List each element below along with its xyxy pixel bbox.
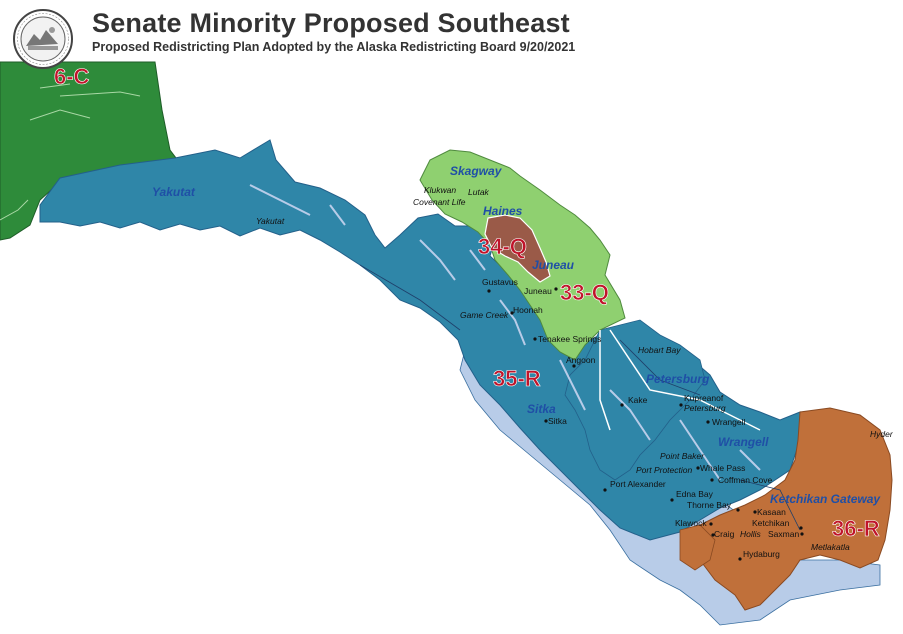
region-label-ketchikan-gateway: Ketchikan Gateway [770, 492, 881, 506]
place-hydaburg: Hydaburg [743, 549, 780, 559]
region-label-juneau: Juneau [532, 258, 575, 272]
place-dot [738, 557, 742, 561]
region-label-haines: Haines [483, 204, 523, 218]
place-craig: Craig [714, 529, 735, 539]
place-covenant-life: Covenant Life [413, 197, 466, 207]
place-klawock: Klawock [675, 518, 707, 528]
district-label-36r: 36-R [832, 516, 880, 541]
place-dot [620, 403, 624, 407]
place-ketchikan: Ketchikan [752, 518, 790, 528]
place-saxman: Saxman [768, 529, 799, 539]
place-dot [800, 532, 804, 536]
region-label-yakutat: Yakutat [152, 185, 196, 199]
place-juneau: Juneau [524, 286, 552, 296]
place-dot [670, 498, 674, 502]
district-36r-island [679, 524, 716, 571]
place-coffman-cove: Coffman Cove [718, 475, 772, 485]
place-game-creek: Game Creek [460, 310, 509, 320]
place-port-alexander: Port Alexander [610, 479, 666, 489]
place-dot [710, 478, 714, 482]
place-kake: Kake [628, 395, 648, 405]
district-34q-area [484, 214, 551, 283]
place-klukwan: Klukwan [424, 185, 456, 195]
district-label-33q: 33-Q [560, 280, 609, 305]
place-whale-pass: Whale Pass [700, 463, 745, 473]
place-dot [709, 522, 713, 526]
district-label-35r: 35-R [493, 366, 541, 391]
place-dot [706, 420, 710, 424]
place-yakutat: Yakutat [256, 216, 285, 226]
place-dot [572, 364, 576, 368]
place-edna-bay: Edna Bay [676, 489, 714, 499]
place-petersburg: Petersburg [684, 403, 726, 413]
region-label-sitka: Sitka [527, 402, 556, 416]
place-dot [603, 488, 607, 492]
place-dot [799, 526, 803, 530]
place-gustavus: Gustavus [482, 277, 518, 287]
place-dot [736, 508, 740, 512]
state-seal-icon [13, 9, 73, 69]
district-label-6c: 6-C [54, 64, 90, 89]
place-hyder: Hyder [870, 429, 894, 439]
place-wrangell: Wrangell [712, 417, 745, 427]
place-kasaan: Kasaan [757, 507, 786, 517]
place-point-baker: Point Baker [660, 451, 705, 461]
page-subtitle: Proposed Redistricting Plan Adopted by t… [92, 40, 576, 54]
place-port-protection: Port Protection [636, 465, 692, 475]
place-dot [533, 337, 537, 341]
river-line [0, 83, 141, 221]
place-hobart-bay: Hobart Bay [638, 345, 681, 355]
place-dot [696, 466, 700, 470]
place-sitka: Sitka [548, 416, 567, 426]
place-dot [487, 289, 491, 293]
place-tenakee-springs: Tenakee Springs [538, 334, 601, 344]
page-title: Senate Minority Proposed Southeast [92, 8, 570, 38]
place-angoon: Angoon [566, 355, 596, 365]
place-dot [711, 533, 715, 537]
place-dot [510, 311, 514, 315]
district-boundaries-dark [359, 264, 801, 531]
place-hollis: Hollis [740, 529, 762, 539]
region-label-petersburg: Petersburg [646, 372, 710, 386]
inlet-lines [249, 184, 761, 481]
region-label-wrangell: Wrangell [718, 435, 769, 449]
place-thorne-bay: Thorne Bay [687, 500, 732, 510]
place-dot [544, 419, 548, 423]
place-kupreanof: Kupreanof [684, 393, 724, 403]
district-label-34q: 34-Q [478, 234, 527, 259]
place-metlakatla: Metlakatla [811, 542, 850, 552]
place-lutak: Lutak [468, 187, 490, 197]
region-label-skagway: Skagway [450, 164, 503, 178]
place-dot [554, 287, 558, 291]
place-dot [679, 403, 683, 407]
place-hoonah: Hoonah [513, 305, 543, 315]
place-dot [753, 510, 757, 514]
district-boundaries [599, 329, 761, 431]
